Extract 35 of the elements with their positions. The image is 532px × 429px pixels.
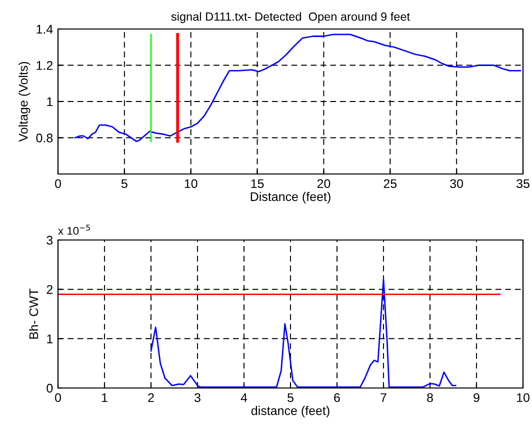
x-tick-label: 10 xyxy=(184,179,198,188)
x-tick-label: 3 xyxy=(194,393,200,402)
chart-title: signal D111.txt- Detected Open around 9 feet xyxy=(171,12,410,24)
x-axis-title: distance (feet) xyxy=(251,406,330,418)
x-tick-label: 9 xyxy=(474,393,480,402)
line-series xyxy=(74,34,522,142)
line-series xyxy=(150,278,456,388)
x-tick-label: 2 xyxy=(148,393,154,402)
x-tick-label: 25 xyxy=(384,179,397,188)
x-tick-label: 15 xyxy=(251,179,264,188)
x-tick-label: 8 xyxy=(427,393,433,402)
x-tick-label: 35 xyxy=(516,179,530,188)
y-tick-label: 1.2 xyxy=(36,61,53,70)
y-tick-label: 0.8 xyxy=(36,134,53,142)
x-tick-label: 6 xyxy=(334,393,340,402)
x-axis-title: Distance (feet) xyxy=(250,192,330,204)
text: x 10$^{−5}$ xyxy=(58,224,90,235)
y-tick-label: 0 xyxy=(46,384,53,393)
y-axis-title: Voltage (Volts) xyxy=(18,62,30,142)
x-tick-label: 1 xyxy=(102,393,108,402)
x-tick-label: 7 xyxy=(380,393,386,402)
y-tick-label: 1 xyxy=(47,97,53,106)
x-tick-label: 30 xyxy=(450,179,464,188)
x-tick-label: 0 xyxy=(55,393,61,402)
x-tick-label: 20 xyxy=(317,179,330,188)
x-tick-label: 0 xyxy=(55,179,61,188)
x-tick-label: 5 xyxy=(121,179,128,188)
y-axis-title: Bh- CWT xyxy=(28,288,38,339)
y-tick-label: 1 xyxy=(47,334,53,344)
y-tick-label: 2 xyxy=(46,285,53,294)
x-tick-label: 5 xyxy=(288,393,294,402)
y-tick-label: 3 xyxy=(46,236,53,245)
x-tick-label: 4 xyxy=(240,393,248,402)
y-tick-label: 1.4 xyxy=(36,24,53,34)
x-tick-label: 10 xyxy=(517,393,530,402)
